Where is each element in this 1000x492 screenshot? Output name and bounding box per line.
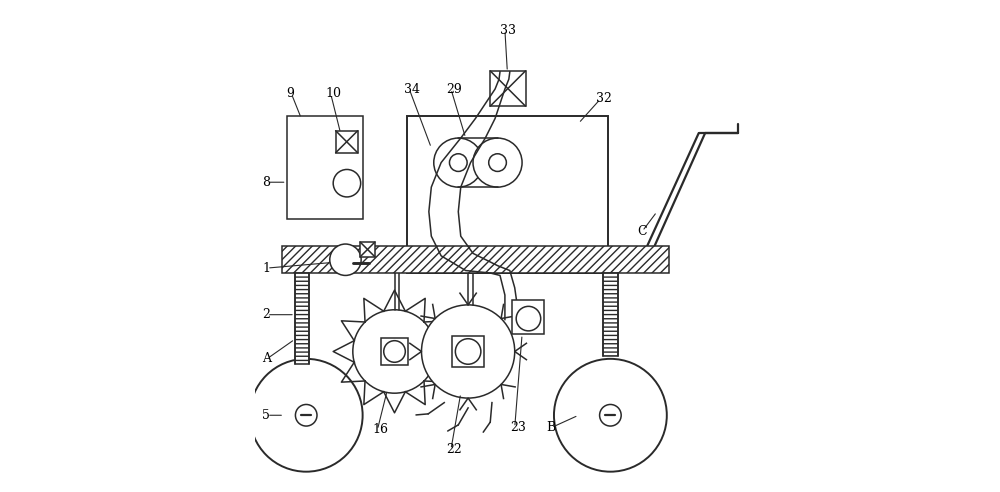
Text: 8: 8 — [262, 176, 270, 189]
Bar — [336, 131, 358, 153]
Text: A: A — [262, 352, 271, 366]
Circle shape — [434, 138, 483, 187]
Text: 29: 29 — [446, 83, 462, 95]
Text: 22: 22 — [446, 443, 462, 456]
Text: 16: 16 — [372, 424, 388, 436]
Bar — [295, 273, 309, 364]
Circle shape — [295, 404, 317, 426]
Text: 32: 32 — [596, 92, 612, 105]
Text: 5: 5 — [262, 409, 270, 422]
Circle shape — [600, 404, 621, 426]
Circle shape — [554, 359, 667, 472]
Circle shape — [449, 154, 467, 171]
Bar — [490, 71, 526, 106]
Text: 10: 10 — [326, 88, 342, 100]
Circle shape — [330, 244, 361, 276]
Circle shape — [455, 338, 481, 364]
Bar — [282, 246, 669, 273]
Text: C: C — [637, 225, 647, 238]
Bar — [452, 336, 484, 367]
Bar — [360, 242, 375, 257]
Bar — [287, 116, 363, 219]
Text: 34: 34 — [404, 83, 420, 95]
Circle shape — [250, 359, 363, 472]
Text: 1: 1 — [262, 262, 270, 275]
Bar — [512, 300, 544, 334]
Bar — [381, 338, 408, 365]
Text: 33: 33 — [500, 24, 516, 36]
Text: 23: 23 — [510, 421, 526, 434]
Circle shape — [384, 340, 405, 362]
Text: 2: 2 — [262, 308, 270, 321]
Bar — [603, 273, 618, 356]
Circle shape — [473, 138, 522, 187]
Circle shape — [333, 169, 361, 197]
Circle shape — [422, 305, 515, 398]
Text: B: B — [547, 421, 556, 434]
Text: 9: 9 — [287, 88, 294, 100]
Circle shape — [489, 154, 506, 171]
Circle shape — [516, 307, 541, 331]
Circle shape — [353, 310, 436, 393]
Bar — [407, 116, 608, 273]
